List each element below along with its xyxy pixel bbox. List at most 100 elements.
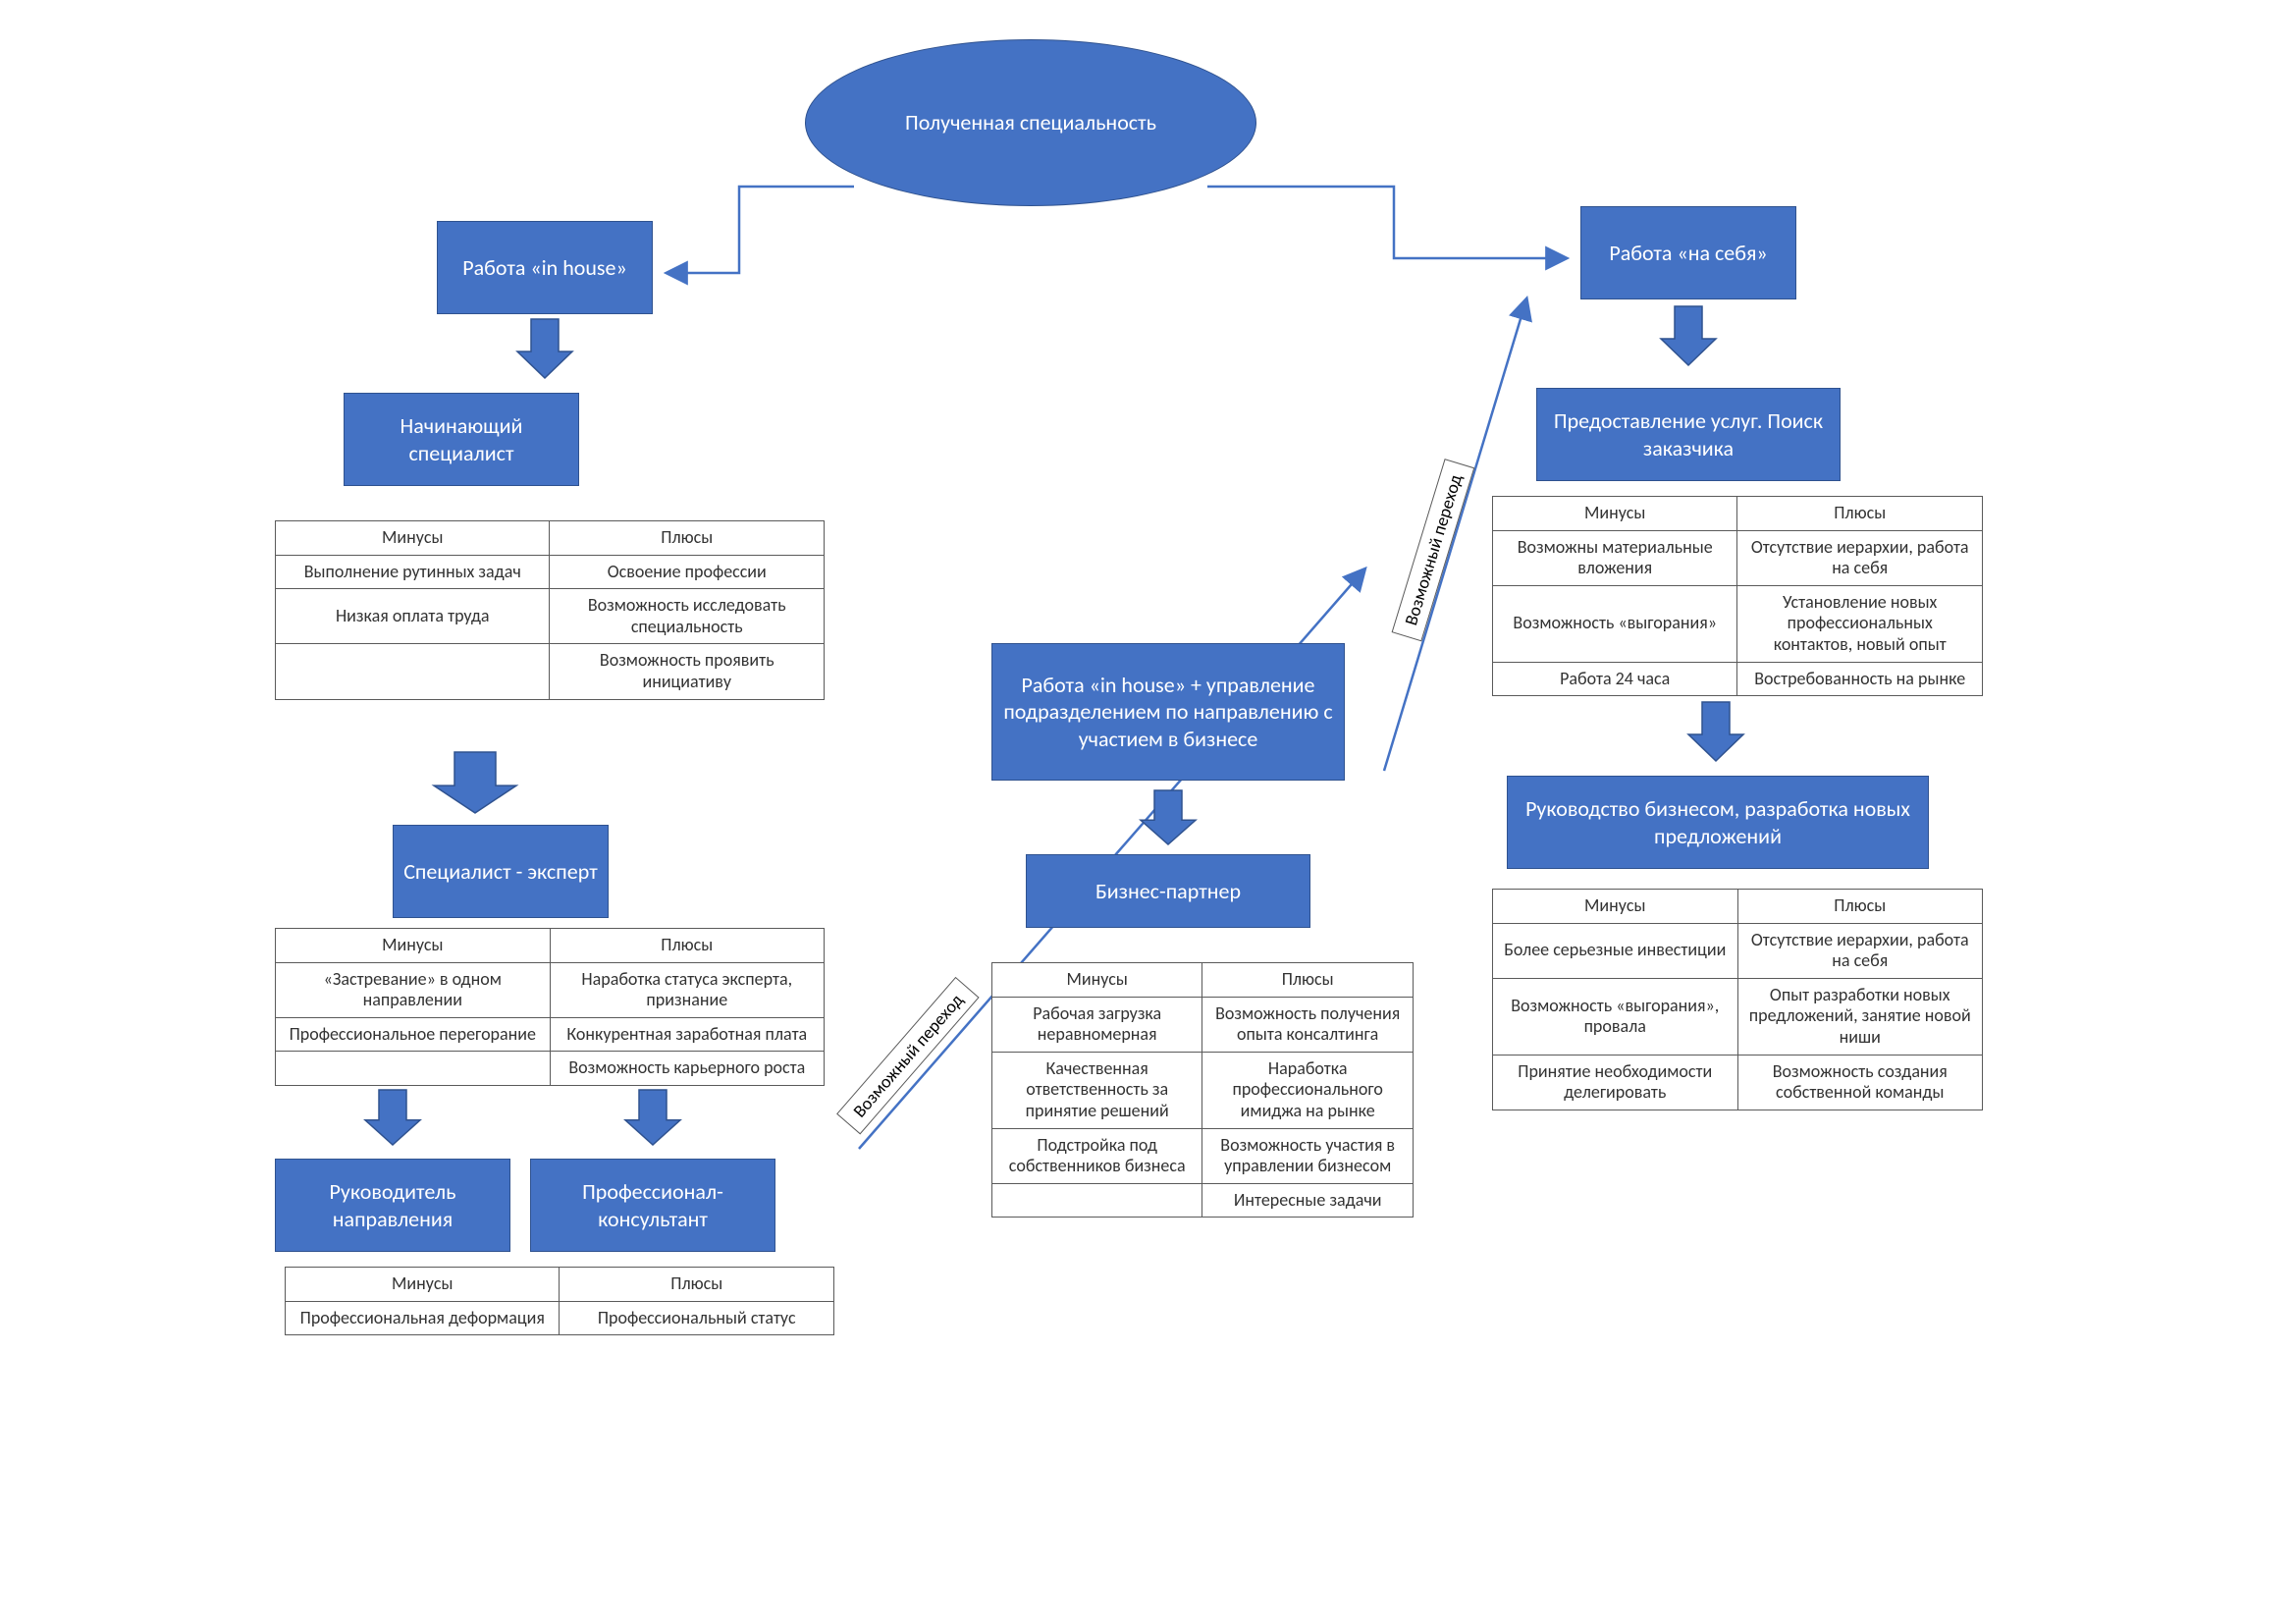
table-row: Возможность «выгорания»Установление новы… — [1493, 585, 1983, 662]
table-row: «Застревание» в одном направленииНаработ… — [276, 962, 825, 1017]
table-cell: Наработка статуса эксперта, признание — [550, 962, 824, 1017]
table-cell: Опыт разработки новых предложений, занят… — [1737, 978, 1982, 1055]
table-row: Принятие необходимости делегироватьВозмо… — [1493, 1055, 1983, 1110]
table-row: Профессиональное перегораниеКонкурентная… — [276, 1017, 825, 1052]
node-beginner: Начинающий специалист — [344, 393, 579, 486]
node-label: Предоставление услуг. Поиск заказчика — [1547, 407, 1830, 461]
node-label: Полученная специальность — [905, 109, 1156, 136]
table-cell: Рабочая загрузка неравномерная — [992, 997, 1202, 1052]
table-services: МинусыПлюсыВозможны материальные вложени… — [1492, 496, 1983, 696]
table-cell: Возможность карьерного роста — [550, 1052, 824, 1086]
table-header: Минусы — [1493, 497, 1737, 531]
table-cell: Возможность создания собственной команды — [1737, 1055, 1982, 1110]
node-partner: Бизнес-партнер — [1026, 854, 1310, 928]
table-cell: Установление новых профессиональных конт… — [1737, 585, 1983, 662]
node-for_self: Работа «на себя» — [1580, 206, 1796, 299]
table-row: Подстройка под собственников бизнесаВозм… — [992, 1128, 1414, 1183]
node-label: Руководитель направления — [286, 1178, 500, 1232]
table-cell: Более серьезные инвестиции — [1493, 923, 1738, 978]
table-cell: Низкая оплата труда — [276, 589, 550, 644]
node-label: Бизнес-партнер — [1095, 878, 1241, 905]
node-manage_biz: Работа «in house» + управление подраздел… — [991, 643, 1345, 781]
table-row: Интересные задачи — [992, 1183, 1414, 1218]
transition-label-0: Возможный переход — [836, 977, 980, 1135]
table-cell — [276, 644, 550, 699]
table-cell: Возможность «выгорания», провала — [1493, 978, 1738, 1055]
node-label: Руководство бизнесом, разработка новых п… — [1518, 795, 1918, 849]
node-label: Начинающий специалист — [354, 412, 568, 466]
table-cell: Интересные задачи — [1202, 1183, 1414, 1218]
table-cell: Отсутствие иерархии, работа на себя — [1737, 530, 1983, 585]
down-arrow-5 — [365, 1090, 420, 1145]
table-cell: Возможны материальные вложения — [1493, 530, 1737, 585]
table-beginner: МинусыПлюсыВыполнение рутинных задачОсво… — [275, 520, 825, 700]
table-cell: Профессиональная деформация — [286, 1301, 560, 1335]
table-header: Плюсы — [550, 521, 825, 556]
table-row: Низкая оплата трудаВозможность исследова… — [276, 589, 825, 644]
node-label: Специалист - эксперт — [403, 858, 598, 886]
table-cell: Качественная ответственность за принятие… — [992, 1052, 1202, 1128]
down-arrow-4 — [1688, 702, 1743, 761]
node-in_house: Работа «in house» — [437, 221, 653, 314]
table-row: Более серьезные инвестицииОтсутствие иер… — [1493, 923, 1983, 978]
table-header: Плюсы — [1737, 890, 1982, 924]
table-header: Плюсы — [1737, 497, 1983, 531]
table-header: Минусы — [276, 521, 550, 556]
table-row: Выполнение рутинных задачОсвоение профес… — [276, 555, 825, 589]
table-cell: Возможность проявить инициативу — [550, 644, 825, 699]
connector-0 — [667, 187, 854, 273]
table-cell — [276, 1052, 551, 1086]
table-cell — [992, 1183, 1202, 1218]
node-root: Полученная специальность — [805, 39, 1256, 206]
table-header: Минусы — [286, 1268, 560, 1302]
table-cell: Принятие необходимости делегировать — [1493, 1055, 1738, 1110]
table-partner: МинусыПлюсыРабочая загрузка неравномерна… — [991, 962, 1414, 1218]
down-arrow-3 — [1141, 790, 1196, 844]
table-header: Плюсы — [550, 929, 824, 963]
table-row: Работа 24 часаВостребованность на рынке — [1493, 662, 1983, 696]
table-cell: Профессиональный статус — [560, 1301, 834, 1335]
table-cell: «Застревание» в одном направлении — [276, 962, 551, 1017]
table-cell: Наработка профессионального имиджа на ры… — [1202, 1052, 1414, 1128]
down-arrow-6 — [625, 1090, 680, 1145]
table-cell: Освоение профессии — [550, 555, 825, 589]
down-arrow-2 — [434, 752, 516, 813]
table-header: Плюсы — [560, 1268, 834, 1302]
table-expert: МинусыПлюсы«Застревание» в одном направл… — [275, 928, 825, 1086]
table-dir_cons: МинусыПлюсыПрофессиональная деформацияПр… — [285, 1267, 834, 1335]
transition-label-1: Возможный переход — [1392, 459, 1475, 642]
table-cell: Возможность получения опыта консалтинга — [1202, 997, 1414, 1052]
table-cell: Подстройка под собственников бизнеса — [992, 1128, 1202, 1183]
connectors-layer — [0, 0, 2296, 1624]
node-label: Профессионал-консультант — [541, 1178, 765, 1232]
connector-1 — [1207, 187, 1566, 258]
table-row: Возможность «выгорания», провалаОпыт раз… — [1493, 978, 1983, 1055]
table-row: Возможность проявить инициативу — [276, 644, 825, 699]
table-cell: Возможность «выгорания» — [1493, 585, 1737, 662]
table-header: Плюсы — [1202, 963, 1414, 998]
table-header: Минусы — [1493, 890, 1738, 924]
table-row: Профессиональная деформацияПрофессиональ… — [286, 1301, 834, 1335]
table-header: Минусы — [276, 929, 551, 963]
table-cell: Возможность исследовать специальность — [550, 589, 825, 644]
node-expert: Специалист - эксперт — [393, 825, 609, 918]
table-cell: Конкурентная заработная плата — [550, 1017, 824, 1052]
node-dir: Руководитель направления — [275, 1159, 510, 1252]
down-arrow-1 — [1661, 306, 1716, 365]
table-row: Возможность карьерного роста — [276, 1052, 825, 1086]
table-cell: Возможность участия в управлении бизнесо… — [1202, 1128, 1414, 1183]
table-cell: Выполнение рутинных задач — [276, 555, 550, 589]
node-biz_lead: Руководство бизнесом, разработка новых п… — [1507, 776, 1929, 869]
down-arrow-0 — [517, 319, 572, 378]
node-consultant: Профессионал-консультант — [530, 1159, 775, 1252]
table-cell: Работа 24 часа — [1493, 662, 1737, 696]
node-label: Работа «in house» — [462, 254, 626, 282]
table-cell: Отсутствие иерархии, работа на себя — [1737, 923, 1982, 978]
table-cell: Профессиональное перегорание — [276, 1017, 551, 1052]
node-services: Предоставление услуг. Поиск заказчика — [1536, 388, 1841, 481]
node-label: Работа «на себя» — [1609, 240, 1767, 267]
table-row: Рабочая загрузка неравномернаяВозможност… — [992, 997, 1414, 1052]
table-header: Минусы — [992, 963, 1202, 998]
table-row: Качественная ответственность за принятие… — [992, 1052, 1414, 1128]
table-cell: Востребованность на рынке — [1737, 662, 1983, 696]
